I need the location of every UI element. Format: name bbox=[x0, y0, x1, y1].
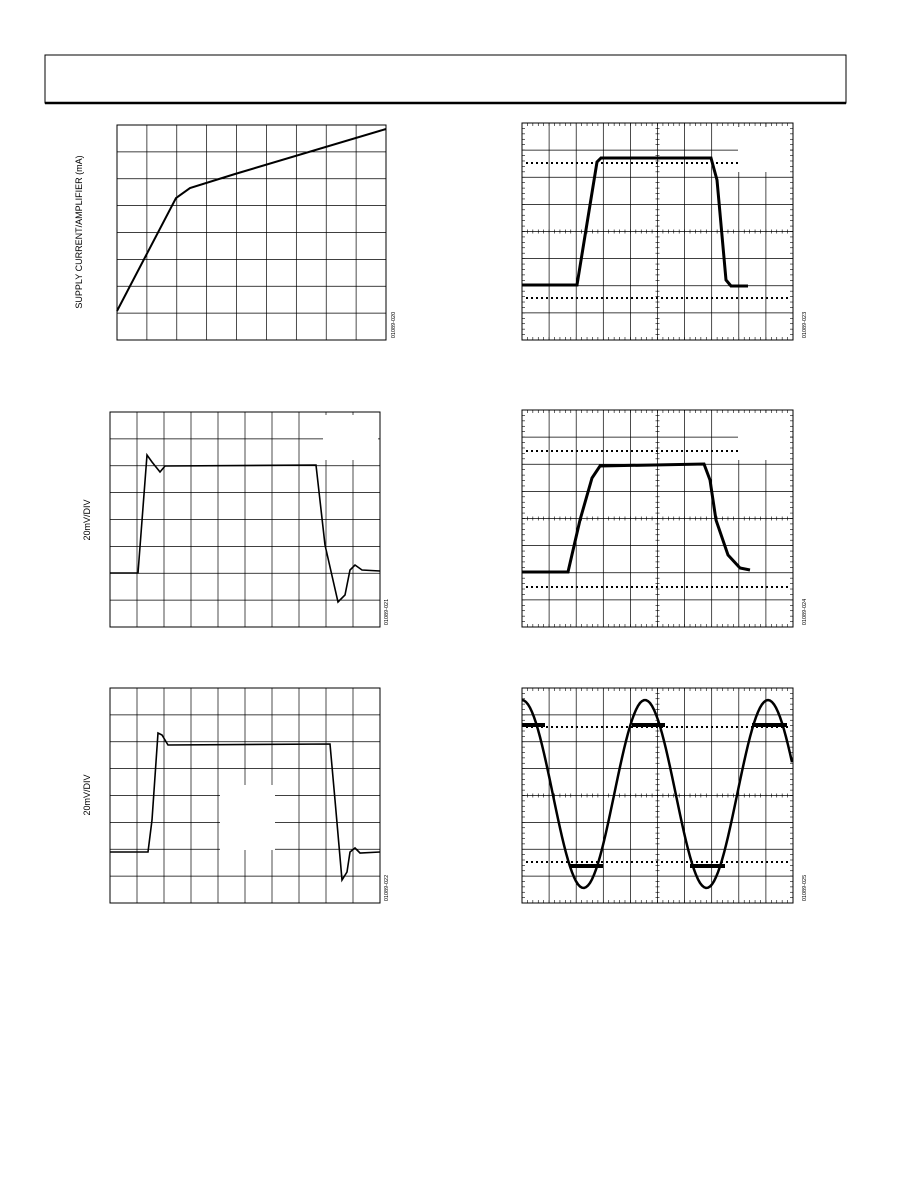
figure-code: 01089-024 bbox=[802, 599, 808, 625]
y-axis-label: 20mV/DIV bbox=[82, 499, 92, 540]
y-axis-label: 20mV/DIV bbox=[82, 774, 92, 815]
trace bbox=[110, 731, 381, 883]
figure-code: 01089-021 bbox=[384, 599, 390, 625]
blank-area bbox=[738, 127, 790, 172]
level-marks bbox=[522, 723, 787, 868]
figure-code: 01089-023 bbox=[802, 312, 808, 338]
figure-code: 01089-020 bbox=[391, 312, 397, 338]
figure-code: 01089-025 bbox=[802, 875, 808, 901]
trace bbox=[522, 156, 748, 288]
header-box bbox=[44, 54, 847, 104]
trace bbox=[110, 452, 381, 604]
blank-area bbox=[738, 413, 790, 460]
y-axis-label: SUPPLY CURRENT/AMPLIFIER (mA) bbox=[74, 155, 84, 308]
blank-area bbox=[323, 415, 378, 460]
trace bbox=[116, 128, 387, 312]
blank-area bbox=[220, 785, 275, 850]
trace bbox=[521, 698, 794, 890]
figure-code: 01089-022 bbox=[384, 875, 390, 901]
trace bbox=[522, 462, 751, 574]
